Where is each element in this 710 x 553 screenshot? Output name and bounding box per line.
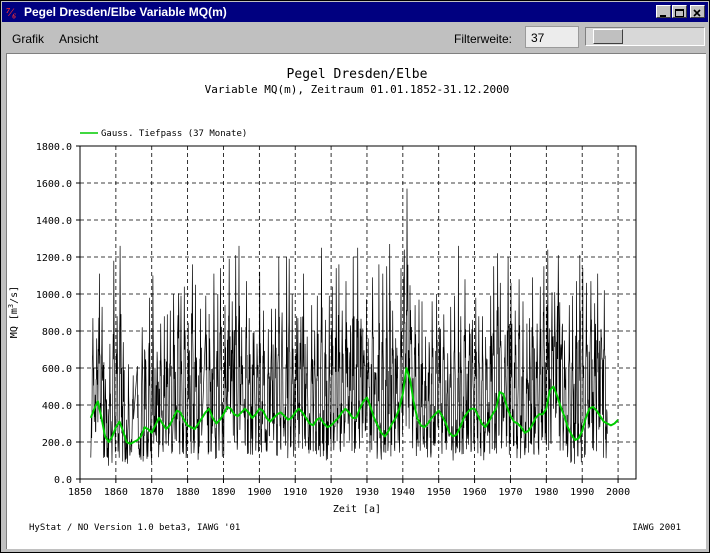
y-tick-label: 1000.0 <box>36 290 72 301</box>
y-tick-label: 0.0 <box>54 475 72 486</box>
x-tick-label: 1860 <box>104 487 128 498</box>
chart-subtitle: Variable MQ(m), Zeitraum 01.01.1852-31.1… <box>205 83 510 96</box>
filter-width-label: Filterweite: <box>454 32 513 46</box>
x-axis-ticks: 1850 1860 1870 1880 1890 1900 1910 1920 1930 1940… <box>68 479 630 498</box>
footer-version: HyStat / NO Version 1.0 beta3, IAWG '01 <box>29 523 240 533</box>
y-tick-label: 800.0 <box>42 327 72 338</box>
filter-width-slider[interactable] <box>585 27 705 46</box>
x-tick-label: 2000 <box>606 487 630 498</box>
x-tick-label: 1900 <box>247 487 271 498</box>
x-tick-label: 1980 <box>534 487 558 498</box>
slider-thumb[interactable] <box>593 29 624 44</box>
chart-canvas: Pegel Dresden/Elbe Variable MQ(m), Zeitr… <box>6 53 706 549</box>
minimize-icon <box>660 15 666 17</box>
maximize-icon <box>675 9 684 17</box>
y-axis-ticks: 0.0 200.0 400.0 600.0 800.0 1000.0 1200.0 1400.… <box>36 142 80 486</box>
smoothed-line <box>89 367 619 445</box>
x-tick-label: 1970 <box>498 487 522 498</box>
x-tick-label: 1960 <box>463 487 487 498</box>
filter-width-input[interactable]: 37 <box>525 26 579 48</box>
mq-line <box>90 188 608 466</box>
app-logo-icon: ⁷⁄₆ <box>6 5 17 19</box>
x-tick-label: 1890 <box>211 487 235 498</box>
maximize-button[interactable] <box>672 5 687 18</box>
y-tick-label: 600.0 <box>42 364 72 375</box>
y-tick-label: 1200.0 <box>36 253 72 264</box>
chart-svg: Pegel Dresden/Elbe Variable MQ(m), Zeitr… <box>7 67 681 533</box>
window-title: Pegel Dresden/Elbe Variable MQ(m) <box>24 5 227 19</box>
y-axis-label: MQ [m3/s] <box>7 286 20 338</box>
x-tick-label: 1910 <box>283 487 307 498</box>
minimize-button[interactable] <box>656 5 671 18</box>
smoothed-series <box>89 367 619 445</box>
x-tick-label: 1870 <box>140 487 164 498</box>
y-tick-label: 200.0 <box>42 438 72 449</box>
chart-title: Pegel Dresden/Elbe <box>287 67 428 82</box>
menu-bar: Grafik Ansicht Filterweite: <box>2 23 708 53</box>
footer-copyright: IAWG 2001 <box>632 523 681 533</box>
x-tick-label: 1920 <box>319 487 343 498</box>
chart-legend: Gauss. Tiefpass (37 Monate) <box>80 129 247 139</box>
x-tick-label: 1950 <box>427 487 451 498</box>
close-button[interactable] <box>690 5 705 18</box>
y-tick-label: 400.0 <box>42 401 72 412</box>
x-axis-label: Zeit [a] <box>333 504 381 515</box>
x-tick-label: 1990 <box>570 487 594 498</box>
mq-monthly-series <box>90 188 608 466</box>
legend-label: Gauss. Tiefpass (37 Monate) <box>101 129 247 139</box>
x-tick-label: 1930 <box>355 487 379 498</box>
plot-frame <box>79 145 637 480</box>
y-tick-label: 1600.0 <box>36 179 72 190</box>
y-tick-label: 1400.0 <box>36 216 72 227</box>
title-bar[interactable]: ⁷⁄₆ Pegel Dresden/Elbe Variable MQ(m) <box>2 2 708 22</box>
menu-ansicht[interactable]: Ansicht <box>59 32 99 46</box>
x-tick-label: 1880 <box>176 487 200 498</box>
x-tick-label: 1850 <box>68 487 92 498</box>
x-tick-label: 1940 <box>391 487 415 498</box>
y-tick-label: 1800.0 <box>36 142 72 153</box>
close-icon <box>693 9 701 17</box>
menu-grafik[interactable]: Grafik <box>12 32 45 46</box>
